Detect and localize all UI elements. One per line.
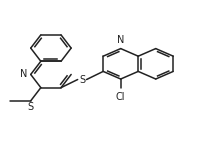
- Text: S: S: [28, 102, 34, 112]
- Text: N: N: [116, 35, 124, 45]
- Text: S: S: [79, 75, 85, 84]
- Text: N: N: [20, 69, 27, 80]
- Text: Cl: Cl: [115, 92, 125, 102]
